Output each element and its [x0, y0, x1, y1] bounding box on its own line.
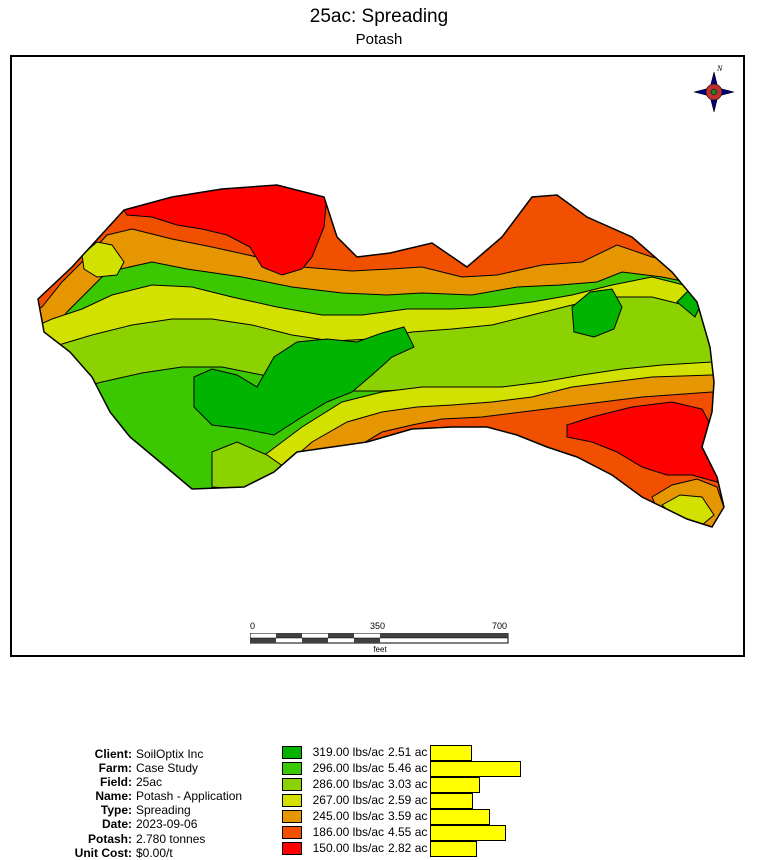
legend-area: 3.59 ac — [388, 809, 428, 823]
info-row-farm: Farm: Case Study — [98, 761, 199, 776]
info-row-name: Name: Potash - Application — [95, 789, 243, 804]
legend-area: 5.46 ac — [388, 761, 428, 775]
info-row-client: Client: SoilOptix Inc — [94, 747, 204, 761]
legend-rate: 186.00 lbs/ac — [312, 825, 384, 839]
compass-rose-icon: N — [693, 64, 735, 113]
legend-area: 4.55 ac — [388, 825, 428, 839]
legend-rate: 245.00 lbs/ac — [312, 809, 384, 823]
info-row-potash: Potash: 2.780 tonnes — [87, 831, 206, 846]
info-row-date: Date: 2023-09-06 — [101, 817, 198, 832]
map-frame[interactable]: N 0 350 700 feet — [10, 55, 745, 657]
map-title: 25ac: Spreading — [309, 6, 449, 27]
zone-150-north — [121, 185, 328, 276]
legend-area: 3.03 ac — [388, 777, 428, 791]
legend-rate: 267.00 lbs/ac — [312, 793, 384, 807]
legend-swatch — [282, 826, 302, 839]
field-info: Client: SoilOptix Inc Farm: Case Study Fie… — [60, 747, 242, 860]
legend-swatch — [282, 746, 302, 759]
legend-swatch — [282, 778, 302, 791]
map-subtitle: Potash — [355, 31, 403, 48]
info-row-field: Field: 25ac — [100, 775, 163, 790]
legend-rate: 150.00 lbs/ac — [312, 841, 384, 855]
legend-area-bar — [430, 761, 521, 777]
scale-unit: feet — [373, 645, 387, 654]
legend-swatch — [282, 794, 302, 807]
zone-267-west-pocket — [81, 241, 125, 278]
field-map[interactable]: N — [12, 57, 745, 657]
legend-rate: 296.00 lbs/ac — [312, 761, 384, 775]
legend-area-bar — [430, 745, 472, 761]
info-row-unit-cost: Unit Cost: $0.00/t — [74, 845, 173, 860]
legend-rate: 319.00 lbs/ac — [312, 745, 384, 759]
scale-ticks — [250, 633, 509, 644]
legend-area: 2.82 ac — [388, 841, 428, 855]
legend-rate: 286.00 lbs/ac — [312, 777, 384, 791]
scale-bar: 0 350 700 feet — [250, 621, 510, 655]
legend-area-bar — [430, 825, 506, 841]
field-boundary — [37, 184, 725, 528]
legend-swatch — [282, 762, 302, 775]
rate-zones — [38, 185, 724, 527]
scale-label-end: 700 — [492, 621, 508, 631]
legend-area: 2.51 ac — [388, 745, 428, 759]
scale-label-mid: 350 — [370, 621, 386, 631]
zone-150-south — [566, 401, 724, 483]
info-row-type: Type: Spreading — [100, 803, 191, 818]
legend-area-bar — [430, 793, 473, 809]
legend-area-bar — [430, 809, 490, 825]
legend-area-bar — [430, 841, 477, 857]
scale-label-start: 0 — [250, 621, 256, 631]
svg-text:N: N — [716, 64, 723, 73]
zone-319-east — [571, 288, 623, 338]
legend-swatch — [282, 842, 302, 855]
legend-area: 2.59 ac — [388, 793, 428, 807]
legend-swatch — [282, 810, 302, 823]
zone-319-west — [193, 326, 415, 436]
legend-area-bar — [430, 777, 480, 793]
